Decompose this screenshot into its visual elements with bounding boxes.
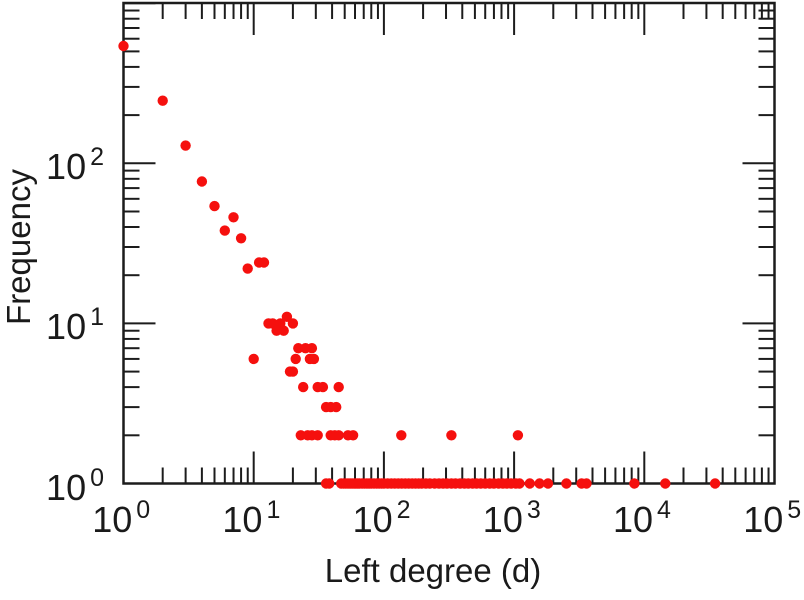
- tick-base: 10: [613, 499, 654, 540]
- tick-base: 10: [92, 499, 133, 540]
- x-axis-title: Left degree (d): [324, 552, 542, 589]
- data-point: [258, 257, 270, 268]
- data-point: [235, 233, 247, 244]
- data-point: [581, 478, 592, 489]
- tick-base: 10: [46, 306, 87, 348]
- x-tick-label: 10 2: [352, 498, 411, 540]
- data-point: [561, 478, 572, 489]
- tick-base: 10: [743, 499, 784, 540]
- data-point: [281, 311, 293, 322]
- data-point: [278, 325, 289, 336]
- y-tick-label: 10 2: [20, 145, 104, 188]
- tick-exponent: 2: [90, 143, 104, 172]
- y-axis-title: Frequency: [0, 169, 37, 325]
- data-point: [298, 381, 309, 393]
- tick-base: 10: [482, 499, 523, 540]
- data-point: [396, 430, 407, 441]
- data-point: [248, 353, 259, 365]
- x-tick-label: 10 0: [92, 498, 150, 540]
- y-axis-ticks: [123, 2, 775, 485]
- tick-exponent: 5: [787, 496, 802, 524]
- data-point: [293, 343, 304, 354]
- data-point: [287, 366, 299, 377]
- tick-exponent: 3: [526, 496, 541, 524]
- data-point: [180, 140, 191, 151]
- tick-exponent: 2: [396, 496, 411, 524]
- data-point: [542, 478, 554, 489]
- tick-base: 10: [46, 146, 87, 188]
- x-tick-label: 10 5: [743, 498, 801, 540]
- data-point: [524, 478, 535, 489]
- data-point: [446, 430, 457, 441]
- tick-exponent: 4: [657, 496, 671, 524]
- y-tick-label: 10 0: [20, 465, 104, 508]
- data-points: [118, 40, 721, 489]
- data-point: [709, 478, 721, 489]
- x-axis-ticks: [122, 3, 776, 484]
- data-point: [306, 343, 318, 354]
- x-tick-label: 10 1: [222, 498, 280, 540]
- data-point: [287, 318, 299, 329]
- data-point: [209, 200, 220, 212]
- tick-base: 10: [352, 499, 393, 540]
- data-point: [324, 478, 335, 489]
- x-tick-label: 10 4: [613, 498, 671, 540]
- data-point: [660, 478, 671, 489]
- data-point: [333, 381, 344, 393]
- data-point: [331, 401, 342, 413]
- x-tick-label: 10 3: [482, 498, 541, 540]
- data-point: [317, 381, 329, 393]
- data-point: [333, 430, 344, 441]
- data-point: [308, 353, 320, 365]
- data-point: [312, 430, 323, 441]
- data-point: [290, 353, 301, 365]
- data-point: [196, 176, 208, 187]
- tick-exponent: 0: [90, 463, 104, 492]
- y-tick-label: 10 1: [20, 305, 104, 348]
- data-point: [512, 430, 524, 441]
- data-point: [347, 430, 359, 441]
- data-point: [242, 263, 253, 274]
- data-point: [534, 478, 545, 489]
- data-point: [228, 212, 239, 223]
- tick-exponent: 0: [136, 496, 151, 524]
- data-point: [629, 478, 640, 489]
- data-point: [157, 95, 168, 106]
- tick-base: 10: [46, 466, 87, 508]
- data-point: [514, 478, 525, 489]
- plot-frame: [122, 1, 776, 485]
- tick-exponent: 1: [266, 496, 281, 524]
- data-point: [118, 40, 129, 52]
- tick-exponent: 1: [90, 303, 104, 332]
- data-point: [219, 225, 230, 236]
- tick-base: 10: [222, 499, 263, 540]
